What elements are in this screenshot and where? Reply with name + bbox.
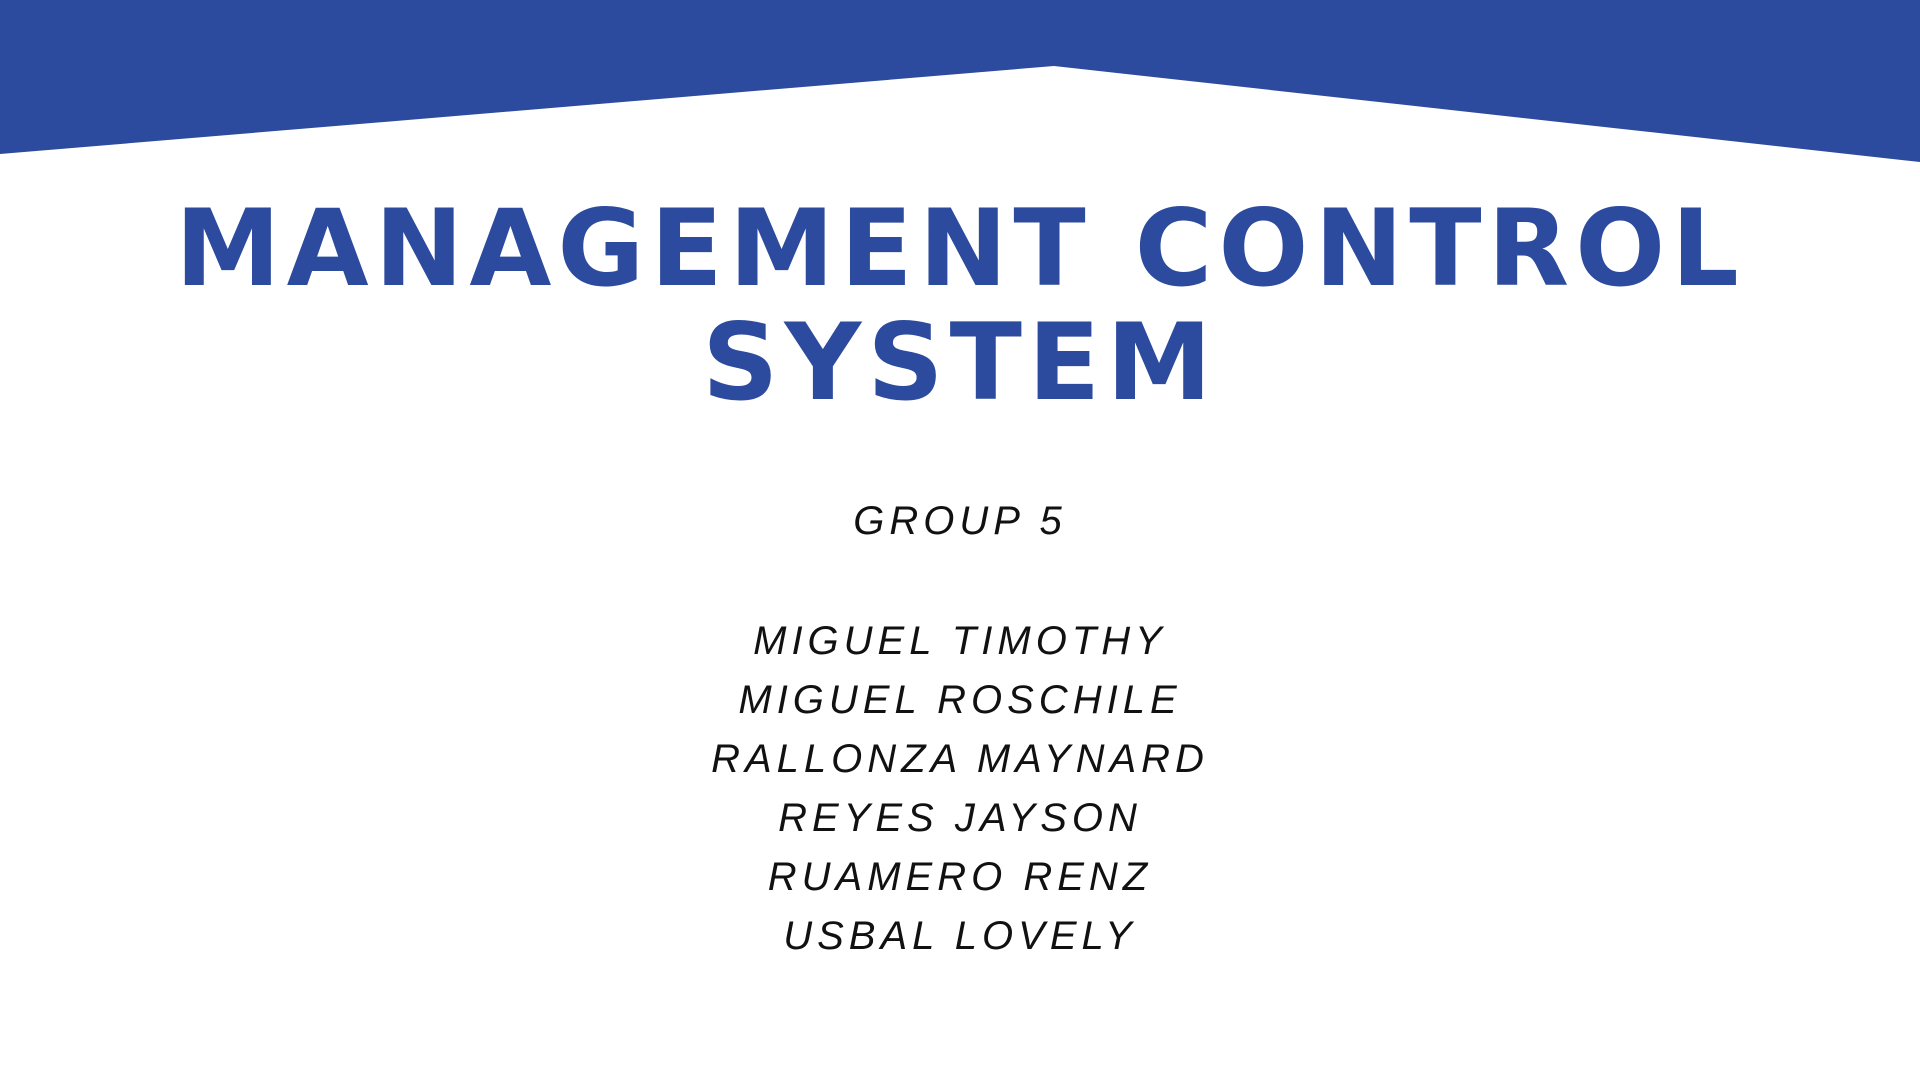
- member-name: MIGUEL ROSCHILE: [738, 678, 1182, 722]
- member-name: RALLONZA MAYNARD: [711, 737, 1209, 781]
- member-name: MIGUEL TIMOTHY: [753, 619, 1167, 663]
- banner-shape: [0, 0, 1920, 162]
- group-label: GROUP 5: [853, 499, 1067, 543]
- member-name: USBAL LOVELY: [783, 914, 1137, 958]
- title-line: MANAGEMENT CONTROL: [175, 187, 1745, 310]
- page-title: MANAGEMENT CONTROL SYSTEM: [0, 192, 1920, 420]
- member-list: MIGUEL TIMOTHY MIGUEL ROSCHILE RALLONZA …: [0, 612, 1920, 966]
- member-name: REYES JAYSON: [778, 796, 1142, 840]
- title-line: SYSTEM: [702, 301, 1218, 424]
- top-banner: [0, 0, 1920, 162]
- member-name: RUAMERO RENZ: [767, 855, 1153, 899]
